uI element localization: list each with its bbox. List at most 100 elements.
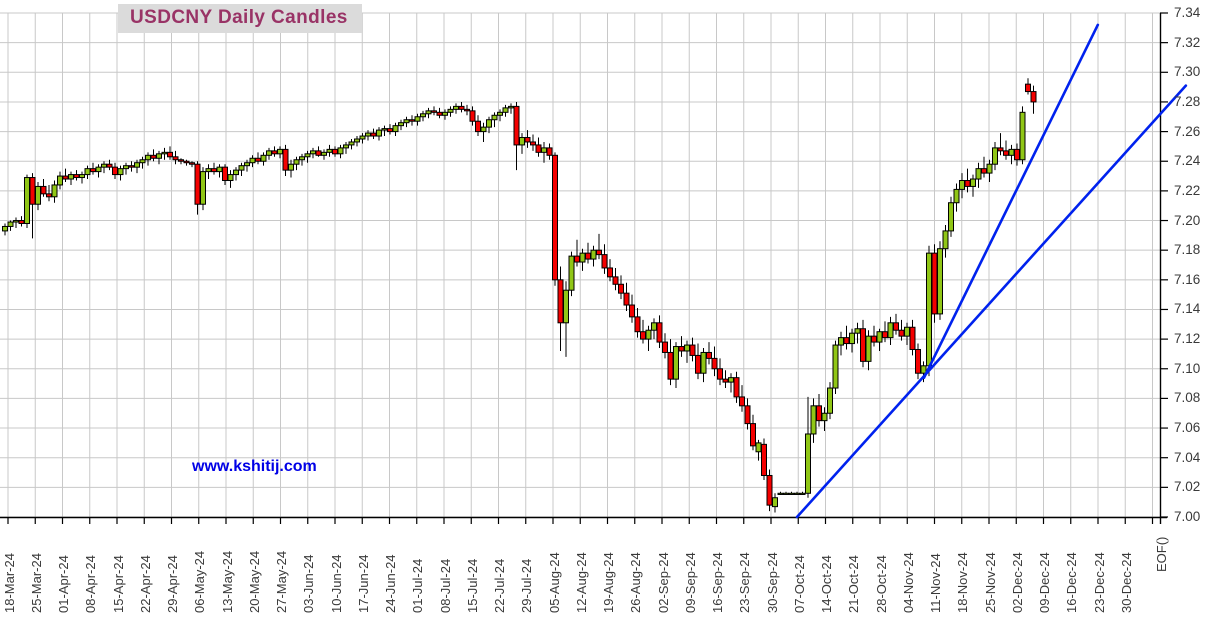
y-tick-label: 7.20 <box>1174 212 1201 228</box>
candle-body <box>183 160 190 164</box>
candle-body <box>491 114 498 121</box>
candle-body <box>315 150 322 156</box>
candle-body <box>178 159 184 162</box>
candle-body <box>227 174 234 182</box>
x-tick-label: 14-Oct-24 <box>819 555 834 613</box>
candle-body <box>871 335 877 343</box>
support-trendline-from-oct-low <box>795 84 1188 519</box>
candle-body <box>425 110 432 115</box>
candle-body <box>931 252 938 315</box>
candle-body <box>1019 111 1026 161</box>
candle-body <box>860 328 866 362</box>
candle-body <box>1030 91 1037 103</box>
candle-body <box>1014 148 1020 161</box>
candle-body <box>359 135 366 140</box>
candle-body <box>953 188 960 204</box>
candle-body <box>519 137 525 146</box>
candle-body <box>200 171 206 205</box>
candle-body <box>887 322 894 339</box>
candle-body <box>387 128 393 133</box>
x-tick-label: 27-May-24 <box>274 550 289 613</box>
candle-body <box>35 185 41 205</box>
candle-body <box>761 443 767 476</box>
candle-body <box>299 156 305 161</box>
candle-body <box>134 162 140 168</box>
x-tick-label: 15-Apr-24 <box>110 555 126 613</box>
x-tick-label: 09-Dec-24 <box>1037 552 1052 613</box>
candle-body <box>255 157 261 162</box>
steep-trendline-from-nov-low <box>922 23 1100 379</box>
y-tick-label: 7.24 <box>1174 153 1201 169</box>
x-tick-label: 25-Mar-24 <box>28 553 44 613</box>
x-tick-label: 04-Nov-24 <box>900 552 916 613</box>
y-tick-label: 7.14 <box>1174 301 1201 317</box>
candle-body <box>717 368 723 380</box>
candle-body <box>722 378 729 383</box>
x-tick-label: 08-Jul-24 <box>437 558 453 613</box>
candle-body <box>541 147 547 153</box>
watermark-link[interactable]: www.kshitij.com <box>192 458 317 475</box>
candle-body <box>535 144 542 153</box>
candle-body <box>623 292 630 306</box>
y-tick-label: 7.32 <box>1174 34 1201 50</box>
candle-body <box>150 154 157 159</box>
x-tick-label: 18-Nov-24 <box>955 552 971 613</box>
x-tick-label: 01-Jul-24 <box>410 558 426 613</box>
candle-body <box>128 165 135 168</box>
y-tick-label: 7.34 <box>1174 5 1201 20</box>
candle-body <box>326 148 333 153</box>
candle-body <box>436 111 443 116</box>
candle-body <box>266 150 272 156</box>
candle-body <box>909 326 916 351</box>
candle-body <box>343 144 349 149</box>
candle-body <box>997 147 1004 152</box>
candle-body <box>508 105 514 109</box>
candle-body <box>480 126 487 133</box>
candle-body <box>695 354 701 374</box>
candle-body <box>700 351 707 374</box>
candle-body <box>832 344 839 389</box>
y-tick-label: 7.28 <box>1174 93 1201 109</box>
candle-body <box>706 351 712 359</box>
x-tick-label: 30-Sep-24 <box>764 552 780 613</box>
candle-body <box>293 159 300 165</box>
candle-body <box>249 157 256 164</box>
candle-body <box>392 125 399 133</box>
y-tick-label: 7.00 <box>1174 509 1201 524</box>
candle-body <box>843 337 850 345</box>
candle-body <box>101 163 107 168</box>
candle-body <box>189 162 195 165</box>
candle-body <box>7 221 14 227</box>
candle-body <box>530 141 536 146</box>
y-tick-label: 7.12 <box>1174 331 1201 347</box>
candle-body <box>469 110 476 122</box>
candle-body <box>755 442 762 453</box>
x-tick-label: 28-Oct-24 <box>873 555 889 613</box>
candle-body <box>145 154 151 161</box>
x-tick-label: 10-Jun-24 <box>328 554 344 613</box>
candle-body <box>486 119 492 128</box>
x-tick-label: 16-Dec-24 <box>1064 552 1080 613</box>
candle-body <box>376 129 382 137</box>
candle-body <box>546 147 553 156</box>
candle-body <box>992 147 998 165</box>
candle-body <box>172 156 179 161</box>
candle-body <box>601 254 608 269</box>
x-tick-label: 19-Aug-24 <box>601 552 616 613</box>
candle-body <box>678 346 685 352</box>
candle-body <box>365 132 371 137</box>
candle-body <box>970 178 976 187</box>
candle-body <box>348 141 355 146</box>
candle-body <box>981 168 987 174</box>
chart-title: USDCNY Daily Candles <box>118 4 362 33</box>
x-tick-label: 24-Jun-24 <box>383 554 398 613</box>
candle-body <box>57 175 63 186</box>
x-tick-label: 20-May-24 <box>246 550 262 613</box>
candle-body <box>277 148 283 155</box>
candle-body <box>62 175 69 180</box>
candle-body <box>920 365 927 374</box>
candle-body <box>1025 83 1031 93</box>
candle-body <box>783 492 789 495</box>
candle-body <box>733 377 740 398</box>
